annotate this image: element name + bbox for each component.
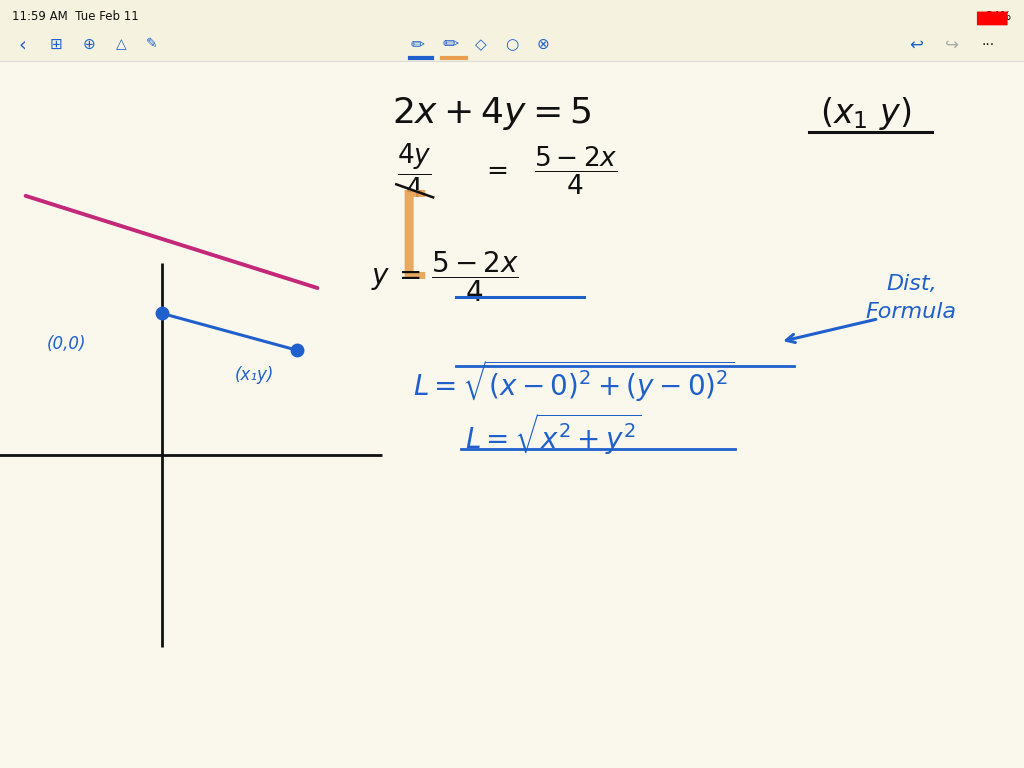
Text: △: △ [116,38,126,51]
Text: ‹: ‹ [18,35,27,54]
Text: ✏: ✏ [411,35,425,54]
Text: ⊕: ⊕ [83,37,95,52]
Text: ⊞: ⊞ [50,37,62,52]
Text: $L = \sqrt{(x-0)^2+(y-0)^2}$: $L = \sqrt{(x-0)^2+(y-0)^2}$ [413,358,734,404]
FancyBboxPatch shape [977,12,1008,25]
Text: $\dfrac{4y}{4}$: $\dfrac{4y}{4}$ [397,141,432,200]
Text: [: [ [395,190,434,286]
Text: (0,0): (0,0) [47,335,86,353]
Text: ○: ○ [506,37,518,52]
Text: $L = \sqrt{x^2+y^2}$: $L = \sqrt{x^2+y^2}$ [465,411,641,457]
Text: ◇: ◇ [475,37,487,52]
Text: $\dfrac{5-2x}{4}$: $\dfrac{5-2x}{4}$ [534,144,617,197]
Text: Dist,
Formula: Dist, Formula [866,274,956,322]
Text: ···: ··· [982,38,994,51]
Bar [0,0,1024,61]
Text: ⊗: ⊗ [537,37,549,52]
Text: ↪: ↪ [945,35,959,54]
Text: $(x_1\ y)$: $(x_1\ y)$ [819,95,911,132]
Text: ↩: ↩ [909,35,924,54]
Text: $2x + 4y = 5$: $2x + 4y = 5$ [392,95,591,132]
Text: 11:59 AM  Tue Feb 11: 11:59 AM Tue Feb 11 [12,11,139,23]
Text: $y\,=\,\dfrac{5-2x}{4}$: $y\,=\,\dfrac{5-2x}{4}$ [372,249,519,304]
Text: $=$: $=$ [481,157,508,184]
Text: 24%: 24% [985,11,1012,23]
Text: (x₁y): (x₁y) [234,366,273,384]
Text: ✎: ✎ [145,38,158,51]
Text: ✏: ✏ [442,35,459,54]
